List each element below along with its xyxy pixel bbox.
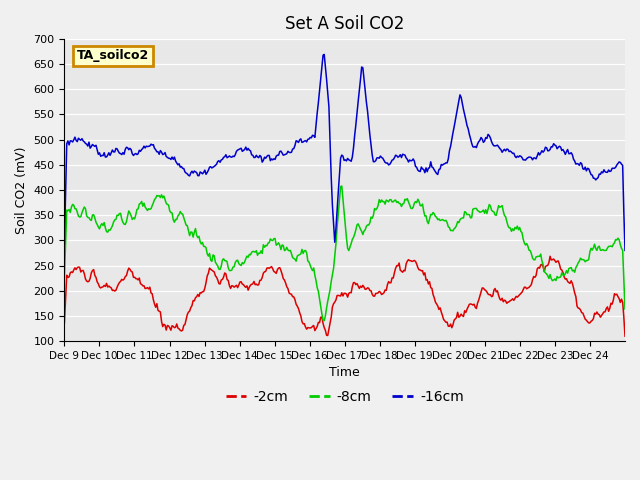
Text: TA_soilco2: TA_soilco2: [77, 49, 149, 62]
Y-axis label: Soil CO2 (mV): Soil CO2 (mV): [15, 146, 28, 234]
X-axis label: Time: Time: [330, 366, 360, 379]
Legend: -2cm, -8cm, -16cm: -2cm, -8cm, -16cm: [220, 384, 470, 410]
Title: Set A Soil CO2: Set A Soil CO2: [285, 15, 404, 33]
